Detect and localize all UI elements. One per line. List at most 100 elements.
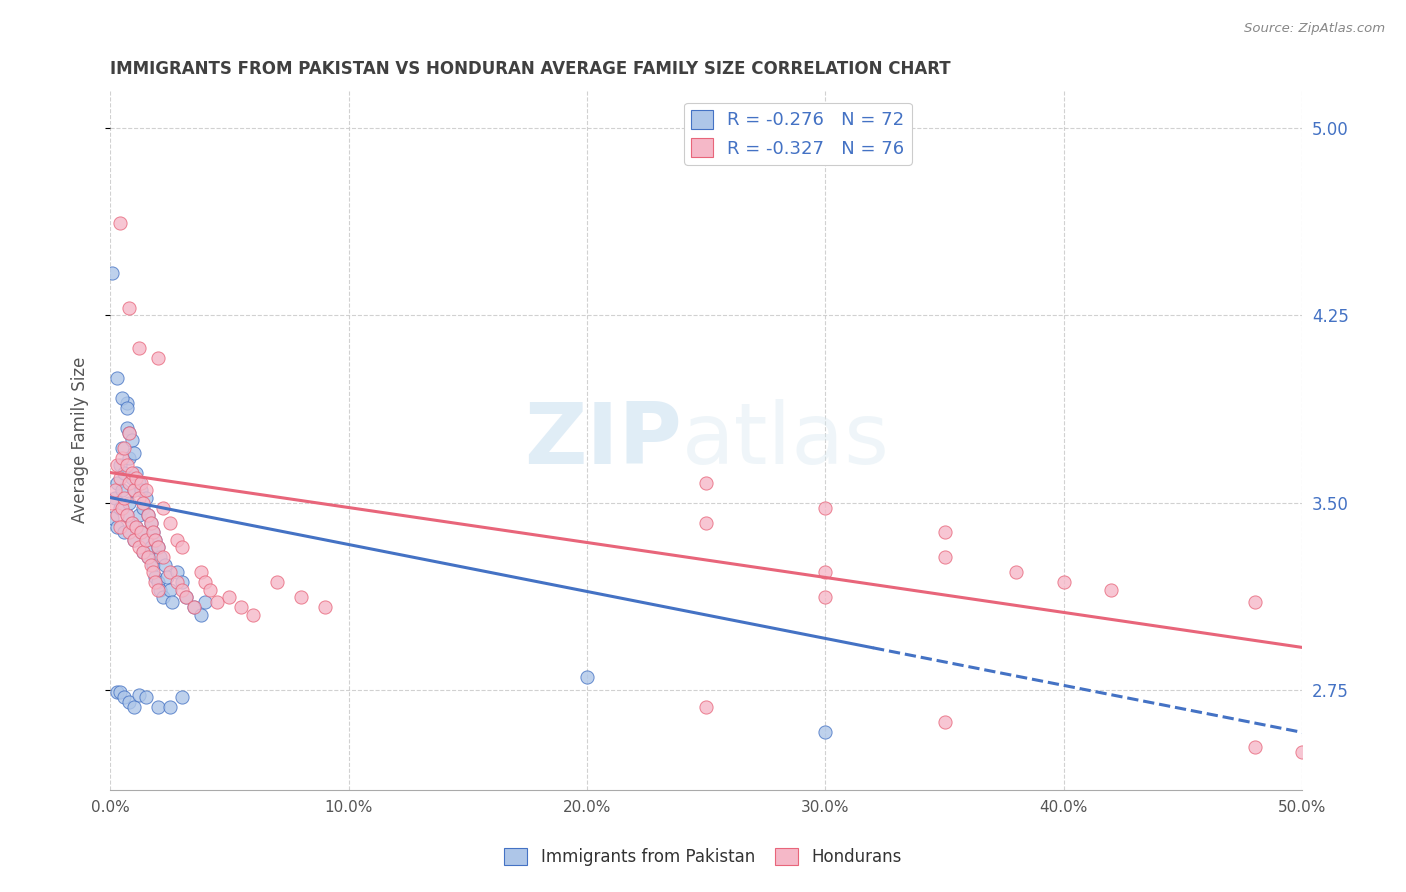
Point — [118, 301, 141, 315]
Point — [153, 558, 176, 572]
Point — [183, 600, 205, 615]
Point — [207, 595, 229, 609]
Text: IMMIGRANTS FROM PAKISTAN VS HONDURAN AVERAGE FAMILY SIZE CORRELATION CHART: IMMIGRANTS FROM PAKISTAN VS HONDURAN AVE… — [110, 60, 950, 78]
Point — [142, 525, 165, 540]
Point — [115, 508, 138, 522]
Point — [194, 595, 217, 609]
Point — [132, 500, 155, 515]
Point — [111, 483, 134, 497]
Point — [132, 495, 155, 509]
Point — [695, 700, 717, 714]
Point — [152, 550, 174, 565]
Point — [125, 466, 148, 480]
Point — [125, 520, 148, 534]
Point — [149, 550, 172, 565]
Point — [146, 582, 169, 597]
Point — [104, 483, 127, 497]
Point — [108, 470, 131, 484]
Point — [111, 500, 134, 515]
Point — [1101, 582, 1123, 597]
Point — [112, 441, 135, 455]
Point — [152, 500, 174, 515]
Point — [190, 607, 212, 622]
Point — [112, 466, 135, 480]
Point — [108, 500, 131, 515]
Point — [1005, 566, 1028, 580]
Point — [159, 566, 181, 580]
Point — [176, 591, 198, 605]
Point — [122, 700, 145, 714]
Point — [160, 595, 183, 609]
Point — [170, 582, 193, 597]
Point — [814, 725, 837, 739]
Point — [125, 520, 148, 534]
Point — [135, 690, 157, 705]
Point — [1243, 740, 1265, 755]
Point — [121, 516, 143, 530]
Point — [128, 508, 150, 522]
Point — [156, 570, 179, 584]
Point — [101, 495, 124, 509]
Point — [118, 450, 141, 465]
Point — [575, 670, 598, 684]
Point — [111, 441, 134, 455]
Point — [139, 541, 162, 555]
Point — [142, 558, 165, 572]
Point — [122, 483, 145, 497]
Point — [118, 495, 141, 509]
Point — [122, 533, 145, 547]
Point — [146, 575, 169, 590]
Legend: R = -0.276   N = 72, R = -0.327   N = 76: R = -0.276 N = 72, R = -0.327 N = 76 — [685, 103, 911, 165]
Point — [129, 525, 152, 540]
Point — [149, 582, 172, 597]
Point — [121, 466, 143, 480]
Point — [108, 216, 131, 230]
Point — [105, 370, 128, 384]
Point — [146, 351, 169, 365]
Point — [122, 483, 145, 497]
Point — [159, 582, 181, 597]
Point — [101, 510, 124, 524]
Text: atlas: atlas — [682, 399, 890, 482]
Point — [934, 525, 956, 540]
Point — [115, 401, 138, 415]
Point — [122, 533, 145, 547]
Point — [105, 520, 128, 534]
Point — [111, 450, 134, 465]
Point — [695, 516, 717, 530]
Point — [104, 491, 127, 505]
Point — [166, 575, 188, 590]
Point — [695, 475, 717, 490]
Point — [1053, 575, 1076, 590]
Point — [146, 700, 169, 714]
Point — [231, 600, 253, 615]
Text: Source: ZipAtlas.com: Source: ZipAtlas.com — [1244, 22, 1385, 36]
Point — [129, 475, 152, 490]
Point — [314, 600, 336, 615]
Point — [139, 558, 162, 572]
Point — [115, 395, 138, 409]
Point — [122, 445, 145, 459]
Point — [266, 575, 288, 590]
Point — [112, 491, 135, 505]
Point — [132, 545, 155, 559]
Point — [135, 491, 157, 505]
Point — [121, 433, 143, 447]
Point — [145, 575, 167, 590]
Point — [136, 508, 159, 522]
Point — [190, 566, 212, 580]
Point — [934, 715, 956, 730]
Point — [242, 607, 264, 622]
Y-axis label: Average Family Size: Average Family Size — [72, 357, 89, 524]
Point — [176, 591, 198, 605]
Point — [145, 570, 167, 584]
Point — [159, 516, 181, 530]
Point — [136, 550, 159, 565]
Point — [152, 591, 174, 605]
Point — [105, 685, 128, 699]
Point — [105, 508, 128, 522]
Point — [1291, 745, 1313, 759]
Point — [135, 533, 157, 547]
Point — [129, 525, 152, 540]
Legend: Immigrants from Pakistan, Hondurans: Immigrants from Pakistan, Hondurans — [498, 841, 908, 873]
